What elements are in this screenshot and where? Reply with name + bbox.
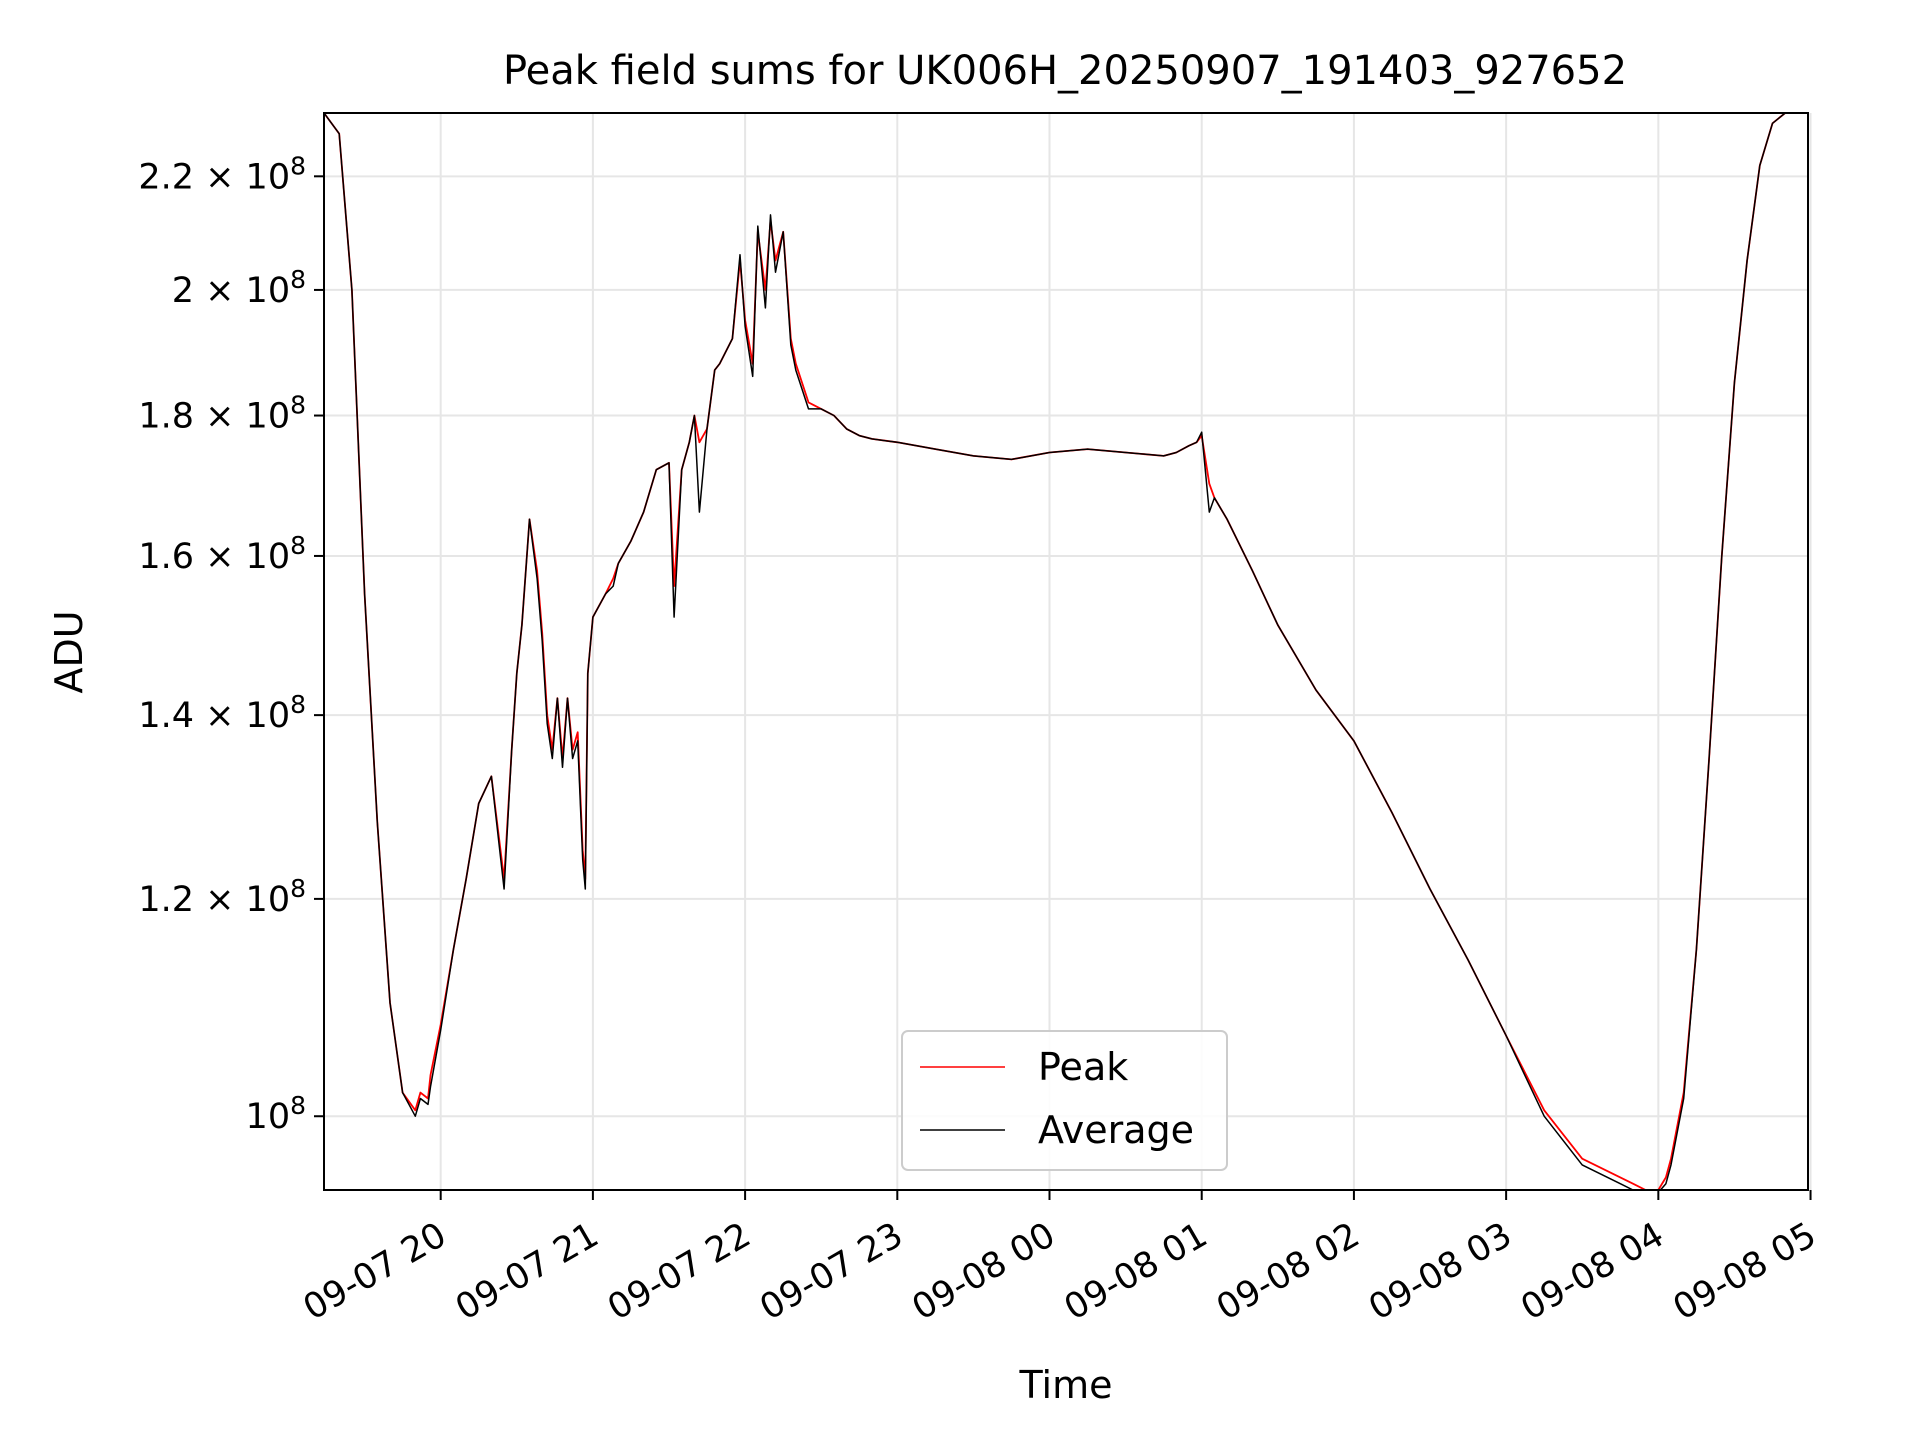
y-tick-label: 1.2 × 108 — [138, 874, 306, 920]
legend: Peak Average — [901, 1030, 1228, 1171]
chart-title: Peak field sums for UK006H_20250907_1914… — [503, 48, 1627, 94]
series-line-average — [324, 113, 1808, 1190]
y-tick-label: 1.8 × 108 — [138, 391, 306, 437]
legend-average-label: Average — [1038, 1108, 1194, 1152]
y-tick-label: 2.2 × 108 — [138, 151, 306, 197]
plot-frame — [323, 112, 1809, 1191]
x-axis-label: Time — [1019, 1363, 1113, 1407]
y-tick-label: 108 — [246, 1091, 306, 1137]
y-axis: 108 1.2 × 108 1.4 × 108 1.6 × 108 1.8 × 108 2… — [138, 151, 324, 1137]
y-axis-label: ADU — [47, 610, 91, 693]
y-tick-label: 1.6 × 108 — [138, 531, 306, 577]
legend-peak-label: Peak — [1038, 1045, 1128, 1089]
series-lines — [324, 113, 1808, 1190]
y-tick-label: 1.4 × 108 — [138, 690, 306, 736]
legend-box — [901, 1030, 1228, 1171]
y-tick-label: 2 × 108 — [172, 265, 306, 311]
